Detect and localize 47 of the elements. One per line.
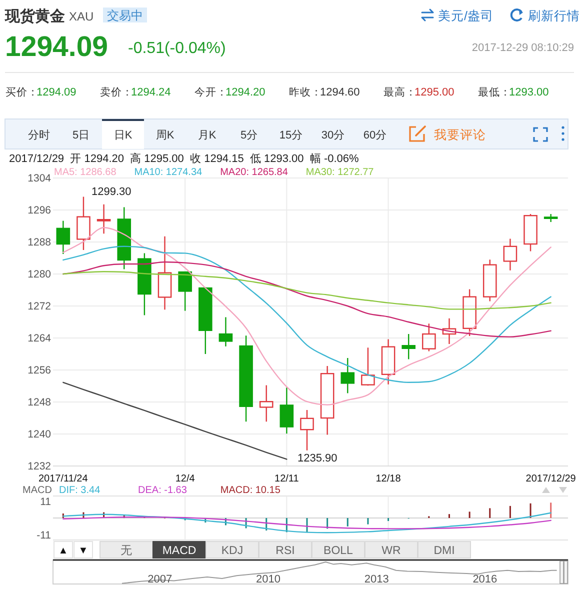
text: 1294.60 <box>320 86 360 98</box>
text: RSI <box>276 545 295 557</box>
chart-title: MACD <box>22 485 52 496</box>
text: 今开： <box>194 86 228 98</box>
y-tick-label: 11 <box>40 496 52 508</box>
text: 无 <box>120 544 132 557</box>
x-tick-label: 2010 <box>256 574 280 586</box>
text: 卖价： <box>100 86 133 98</box>
y-tick-label: -11 <box>36 529 52 542</box>
text: 买价： <box>6 86 38 98</box>
text: 周K <box>156 130 175 142</box>
text: 1295.00 <box>414 86 454 98</box>
text: ▲ <box>58 546 68 556</box>
text: WR <box>382 545 401 557</box>
text: 最低： <box>478 86 511 98</box>
text: 5分 <box>240 130 258 142</box>
text: 1294.20 <box>226 86 266 98</box>
text: MACD <box>162 545 196 557</box>
text: ▼ <box>78 546 88 556</box>
x-tick-label: 2016 <box>472 574 498 586</box>
text: 我要评论 <box>434 128 486 142</box>
text: 现货黄金 <box>4 8 65 25</box>
text: 最高： <box>384 86 416 98</box>
text: 60分 <box>363 130 387 142</box>
x-tick-label: 2013 <box>364 574 389 586</box>
text: 1294.24 <box>131 86 171 98</box>
text: 1294.09 <box>5 31 108 63</box>
text: DEA: -1.63 <box>138 485 188 496</box>
text: -0.51(-0.04%) <box>128 40 226 57</box>
text: 月K <box>198 130 217 142</box>
text: 15分 <box>279 130 303 142</box>
text: 1294.09 <box>36 86 76 98</box>
text: 美元/盎司 <box>438 8 494 23</box>
text: 1293.00 <box>509 86 549 98</box>
text: KDJ <box>221 545 244 557</box>
text: 5日 <box>72 130 90 142</box>
text: XAU <box>69 10 94 24</box>
text: 分时 <box>28 128 50 142</box>
text: 2017-12-29 08:10:29 <box>472 42 574 54</box>
text: BOLL <box>324 545 354 557</box>
series-label: DIF: 3.44 <box>59 485 101 496</box>
text: 交易中 <box>107 8 143 22</box>
text: DMI <box>434 545 455 557</box>
text: MACD: 10.15 <box>220 485 281 496</box>
text: 昨收： <box>289 86 322 98</box>
text: 30分 <box>321 130 345 142</box>
text: 日K <box>114 130 133 142</box>
